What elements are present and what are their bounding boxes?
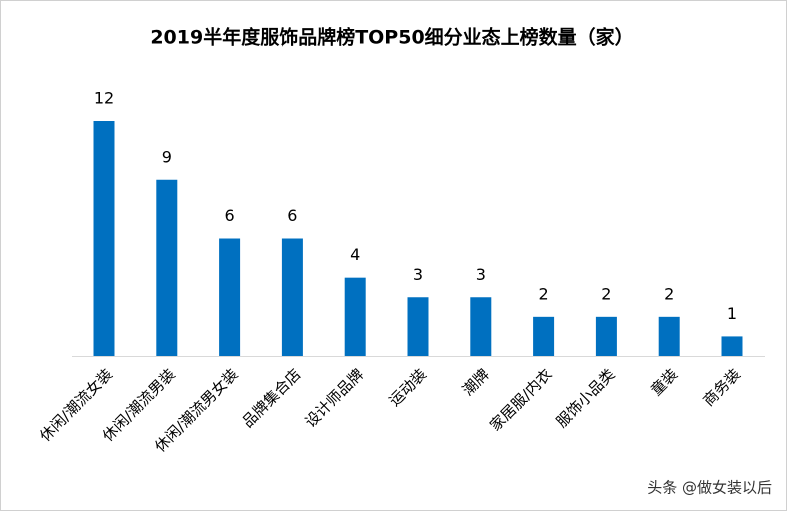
data-label: 6 [225,206,235,225]
data-label: 1 [727,304,737,323]
data-label: 12 [94,89,114,108]
bar [470,297,492,356]
data-label: 2 [539,284,549,303]
chart-title: 2019半年度服饰品牌榜TOP50细分业态上榜数量（家） [150,26,633,49]
bar [533,316,555,356]
data-label: 4 [350,245,360,264]
data-label: 2 [601,284,611,303]
data-label: 3 [476,265,486,284]
bar [219,238,241,356]
bar [595,316,617,356]
data-label: 9 [162,147,172,166]
bar [344,277,366,356]
bar [93,121,115,356]
data-label: 3 [413,265,423,284]
data-label: 2 [664,284,674,303]
bar [721,336,743,356]
bar [407,297,429,356]
bar [658,316,680,356]
bar [156,179,178,356]
watermark: 头条 @做女装以后 [647,479,772,497]
data-label: 6 [287,206,297,225]
bar [281,238,303,356]
